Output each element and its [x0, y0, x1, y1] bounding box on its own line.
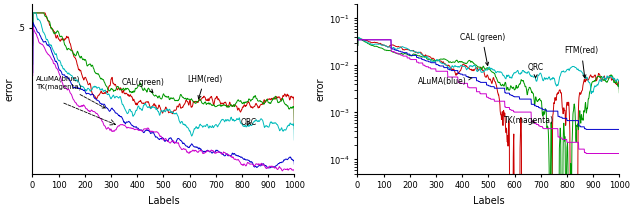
Y-axis label: error: error	[316, 77, 326, 101]
Text: ALuMA(blue)
TK(magenta): ALuMA(blue) TK(magenta)	[36, 76, 105, 108]
Text: QRC: QRC	[527, 63, 544, 78]
X-axis label: Labels: Labels	[148, 196, 179, 206]
Y-axis label: error: error	[4, 77, 14, 101]
Text: CAL (green): CAL (green)	[460, 33, 505, 66]
Text: CAL(green): CAL(green)	[122, 77, 164, 92]
Text: FTM(red): FTM(red)	[564, 46, 598, 78]
Text: ALuMA(blue): ALuMA(blue)	[418, 77, 472, 86]
Text: ORC: ORC	[241, 118, 257, 127]
Text: TK(magenta): TK(magenta)	[504, 116, 554, 125]
Text: LHM(red): LHM(red)	[187, 75, 223, 99]
X-axis label: Labels: Labels	[472, 196, 504, 206]
